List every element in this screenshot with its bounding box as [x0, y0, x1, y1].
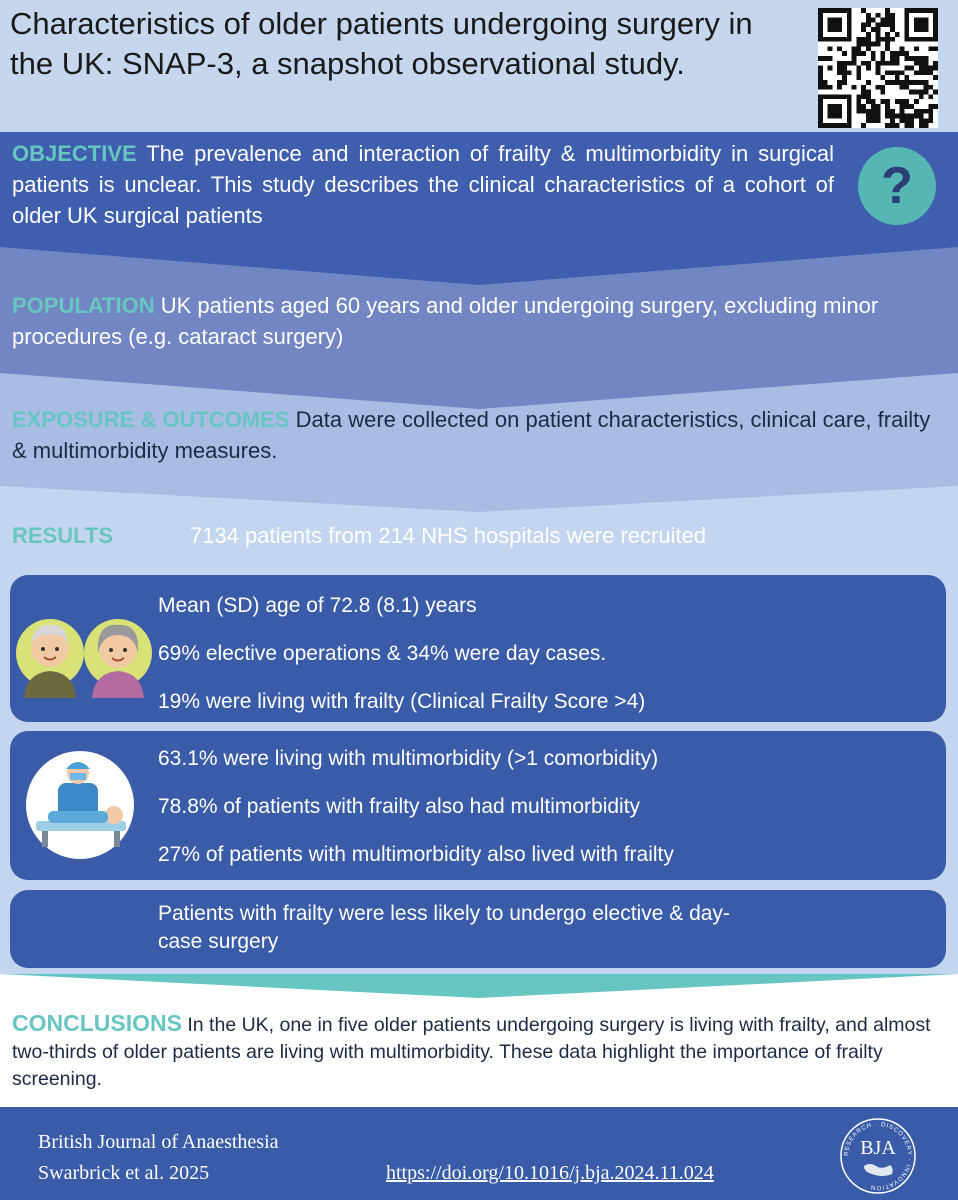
- population-text-block: POPULATION UK patients aged 60 years and…: [12, 290, 942, 352]
- results-arrow: [0, 974, 958, 998]
- population-text: UK patients aged 60 years and older unde…: [12, 293, 879, 349]
- question-icon: ?: [858, 147, 936, 225]
- conclusions-text-block: CONCLUSIONS In the UK, one in five older…: [12, 1010, 942, 1093]
- population-arrow: [0, 373, 958, 409]
- objective-label: OBJECTIVE: [12, 141, 137, 166]
- header-banner: [0, 0, 958, 132]
- results-line: 19% were living with frailty (Clinical F…: [158, 690, 646, 713]
- results-box-surgery-type: Patients with frailty were less likely t…: [10, 890, 946, 968]
- conclusions-text: In the UK, one in five older patients un…: [12, 1014, 931, 1090]
- surgeon-patient-icon: [26, 751, 134, 859]
- exposure-text: Data were collected on patient character…: [12, 407, 931, 463]
- exposure-text-block: EXPOSURE & OUTCOMES Data were collected …: [12, 404, 947, 466]
- citation-authors: Swarbrick et al. 2025: [38, 1162, 210, 1184]
- doi-link[interactable]: https://doi.org/10.1016/j.bja.2024.11.02…: [386, 1162, 714, 1184]
- conclusions-label: CONCLUSIONS: [12, 1010, 182, 1036]
- exposure-label: EXPOSURE & OUTCOMES: [12, 407, 290, 432]
- results-label: RESULTS: [12, 523, 114, 548]
- population-label: POPULATION: [12, 293, 155, 318]
- results-line: case surgery: [158, 930, 279, 953]
- qr-code[interactable]: [818, 8, 938, 128]
- objective-arrow: [0, 247, 958, 285]
- results-headline: 7134 patients from 214 NHS hospitals wer…: [190, 523, 707, 548]
- results-line: 69% elective operations & 34% were day c…: [158, 642, 607, 665]
- logo-text: BJA: [860, 1137, 896, 1159]
- results-line: Mean (SD) age of 72.8 (8.1) years: [158, 594, 477, 617]
- exposure-arrow: [0, 486, 958, 512]
- results-box-demographics: Mean (SD) age of 72.8 (8.1) years 69% el…: [10, 575, 946, 722]
- footer: [0, 1107, 958, 1200]
- results-line: 27% of patients with multimorbidity also…: [158, 843, 674, 866]
- bja-logo: RESEARCH · DISCOVERY · INNOVATION BJA: [840, 1118, 916, 1194]
- results-box-multimorbidity: 63.1% were living with multimorbidity (>…: [10, 731, 946, 880]
- objective-text-block: OBJECTIVE The prevalence and interaction…: [12, 138, 834, 231]
- results-line: 63.1% were living with multimorbidity (>…: [158, 747, 659, 770]
- objective-text: The prevalence and interaction of frailt…: [12, 141, 834, 228]
- journal-name: British Journal of Anaesthesia: [38, 1131, 279, 1153]
- elderly-couple-icon: [16, 619, 152, 698]
- results-line: 78.8% of patients with frailty also had …: [158, 795, 641, 818]
- results-line: Patients with frailty were less likely t…: [158, 902, 730, 925]
- objective-section: [0, 132, 958, 247]
- page-title: Characteristics of older patients underg…: [10, 6, 753, 81]
